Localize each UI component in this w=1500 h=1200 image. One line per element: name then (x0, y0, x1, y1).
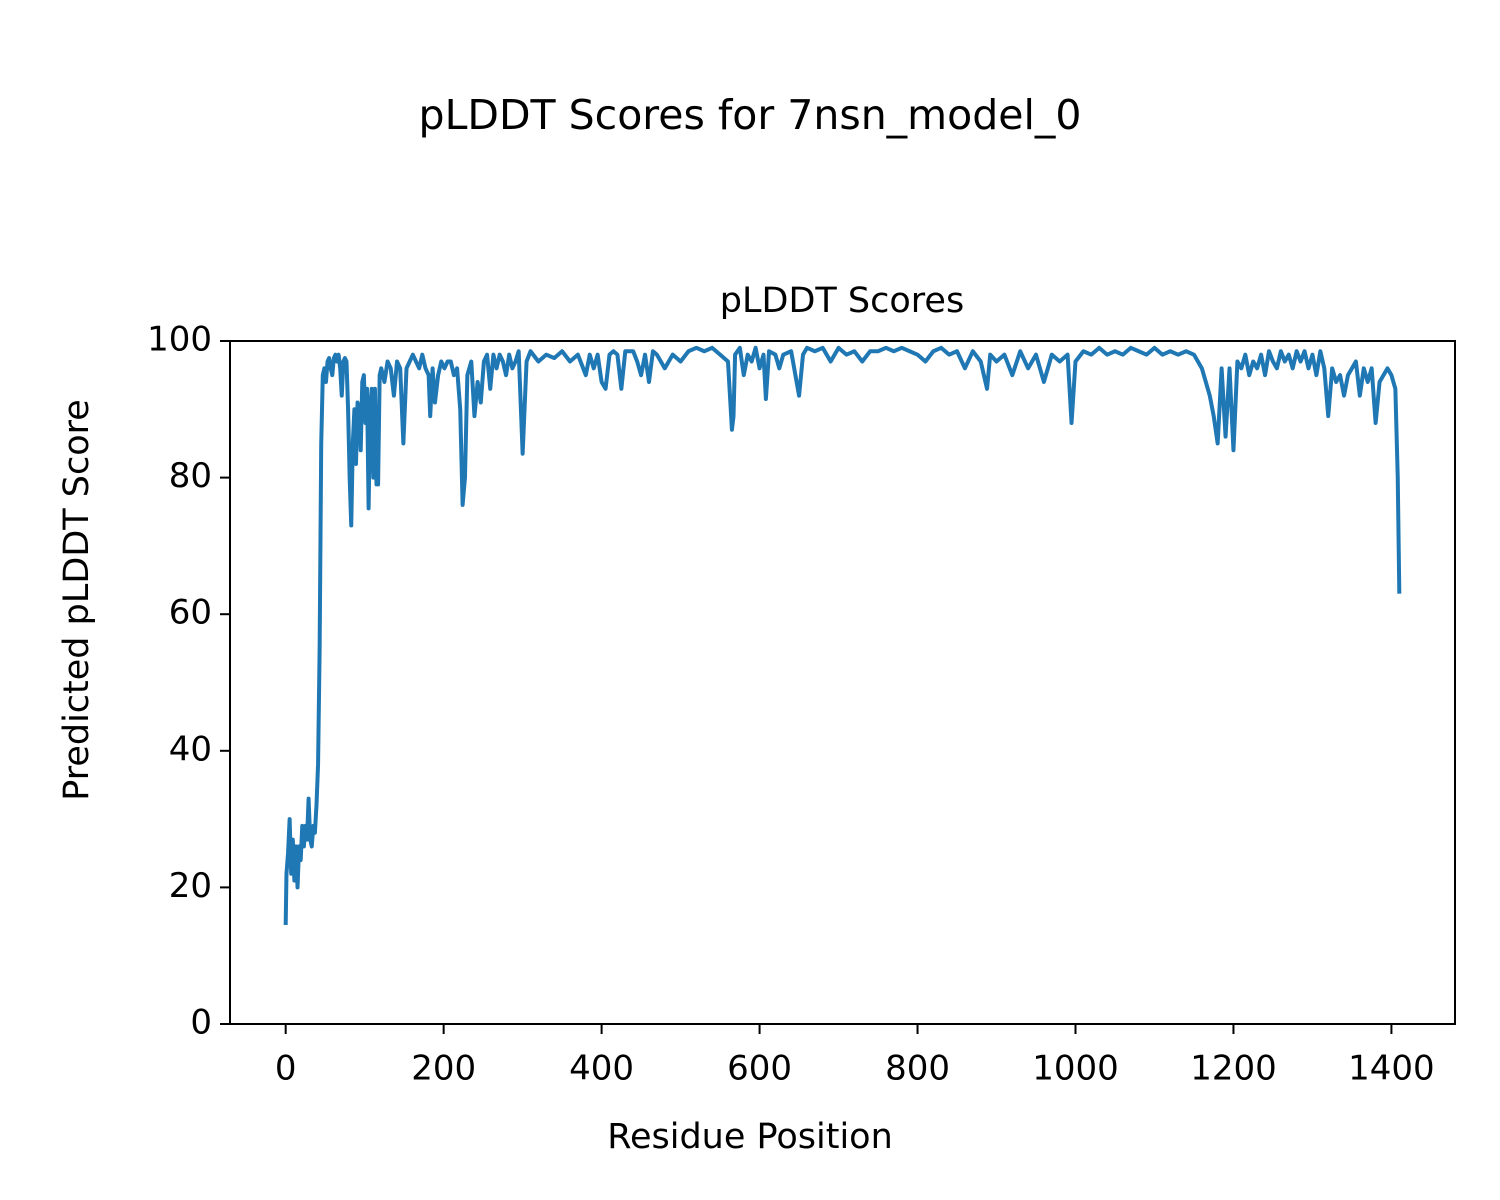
x-tick-label: 0 (275, 1049, 297, 1089)
x-tick-label: 1000 (1032, 1049, 1119, 1089)
x-tick-label: 200 (411, 1049, 476, 1089)
y-axis-label: Predicted pLDDT Score (57, 399, 97, 801)
x-tick-label: 400 (569, 1049, 634, 1089)
y-tick-label: 0 (190, 1003, 212, 1043)
y-tick-label: 20 (169, 866, 212, 906)
plot-frame (229, 340, 1456, 1025)
x-tick-label: 1200 (1190, 1049, 1277, 1089)
y-tick-label: 60 (169, 593, 212, 633)
x-tick-label: 600 (727, 1049, 792, 1089)
y-tick-label: 100 (147, 320, 212, 360)
x-axis-label: Residue Position (607, 1117, 893, 1157)
y-tick-label: 40 (169, 729, 212, 769)
figure-title: pLDDT Scores for 7nsn_model_0 (419, 91, 1082, 139)
data-line (283, 345, 1402, 926)
x-tick-label: 800 (885, 1049, 950, 1089)
y-tick-label: 80 (169, 456, 212, 496)
x-tick-label: 1400 (1348, 1049, 1435, 1089)
axes-title: pLDDT Scores (720, 281, 964, 321)
